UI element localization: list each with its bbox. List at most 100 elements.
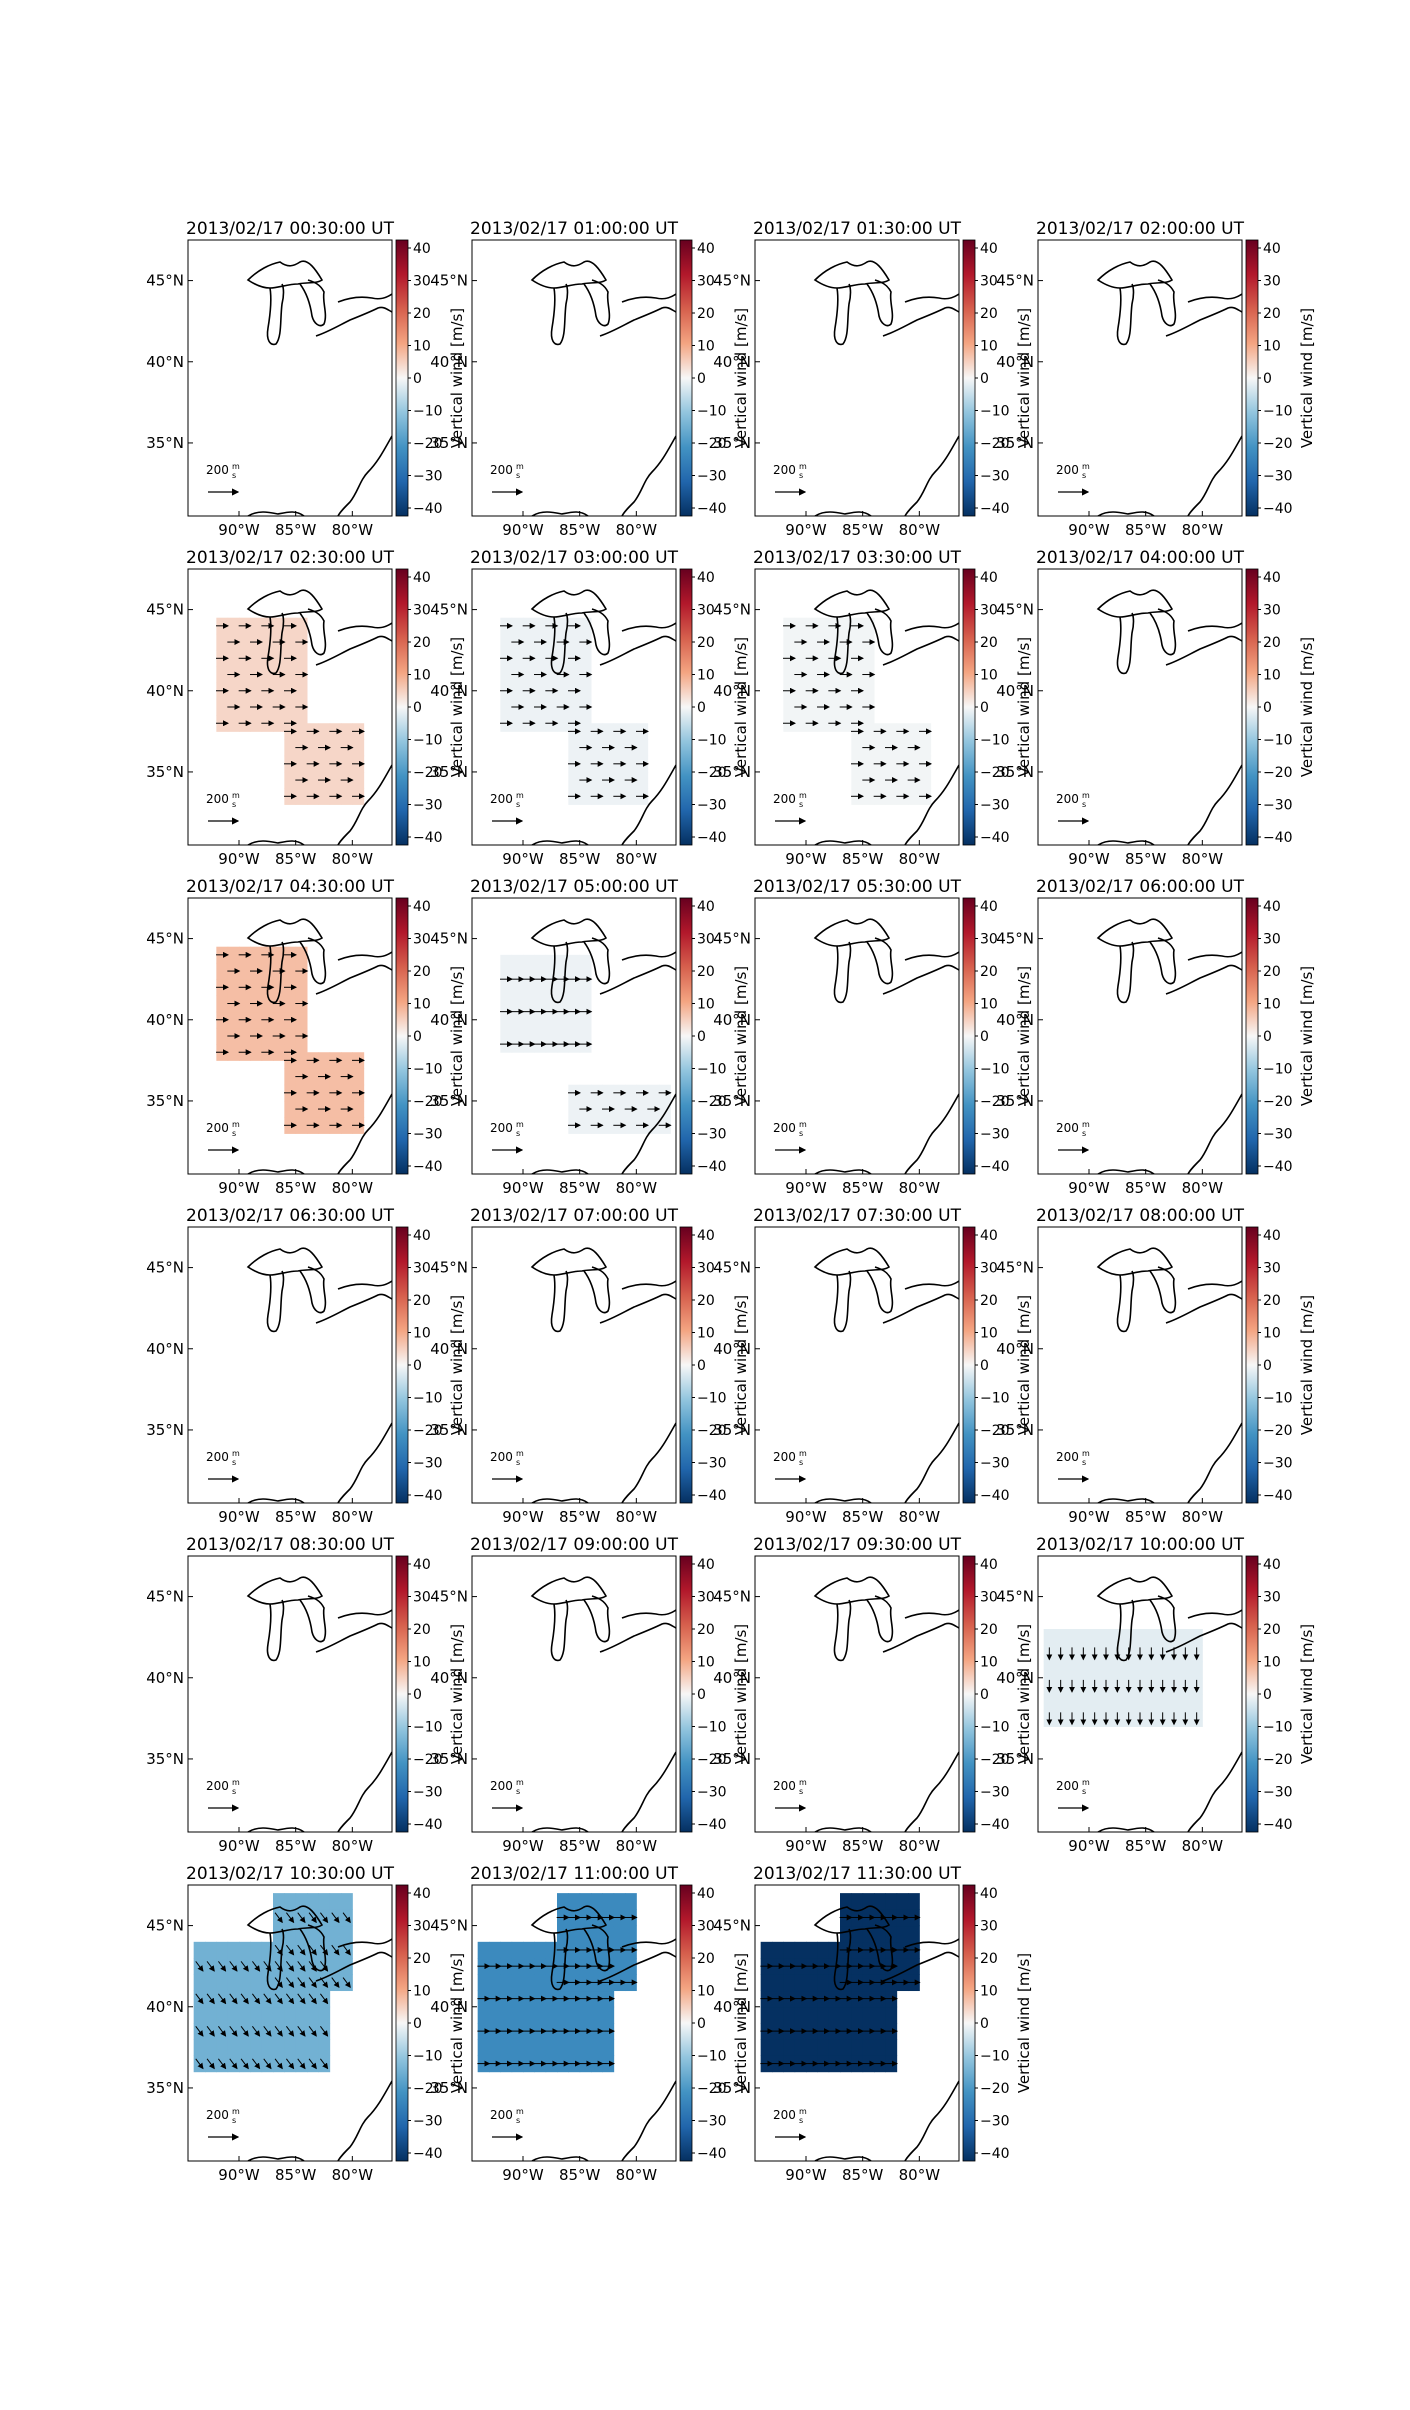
wind-cell <box>817 2039 830 2056</box>
wind-cell <box>568 987 581 1005</box>
ytick-label: 40°N <box>430 1340 468 1358</box>
wind-cell <box>295 2039 308 2056</box>
colorbar-label: Vertical wind [m/s] <box>1298 637 1316 777</box>
colorbar-tick: 40 <box>980 1228 998 1244</box>
wind-cell <box>511 954 524 972</box>
coastline <box>1165 635 1242 666</box>
wind-cell <box>545 633 558 651</box>
panel-title: 2013/02/17 06:00:00 UT <box>1036 877 1245 897</box>
coastline <box>246 918 324 947</box>
wind-cell <box>318 1117 331 1134</box>
colorbar-tick: 30 <box>697 1590 715 1606</box>
xtick-label: 80°W <box>616 1179 658 1197</box>
wind-arrow <box>286 1977 295 1989</box>
colorbar-tick: −20 <box>413 1752 443 1768</box>
wind-cell <box>227 2039 240 2056</box>
wind-arrow <box>308 1912 317 1924</box>
xtick-label: 80°W <box>332 2166 374 2184</box>
map-frame <box>187 1555 393 1833</box>
map-frame <box>471 239 677 517</box>
wind-arrow <box>206 2026 215 2037</box>
coastline <box>813 1576 891 1605</box>
wind-cell <box>227 1011 240 1029</box>
panel-title: 2013/02/17 10:00:00 UT <box>1036 1535 1245 1555</box>
wind-cell <box>602 755 615 773</box>
coastline <box>904 1938 959 1948</box>
wind-cell <box>851 1893 864 1910</box>
wind-cell <box>284 666 297 684</box>
wind-cell <box>828 1941 841 1959</box>
wind-cell <box>273 682 285 700</box>
colorbar-tick: 20 <box>980 306 998 322</box>
colorbar-tick: 0 <box>413 1029 422 1045</box>
wind-arrow <box>286 2058 295 2070</box>
colorbar-tick: 30 <box>980 1590 998 1606</box>
colorbar-label: Vertical wind [m/s] <box>1015 1953 1033 2093</box>
xtick-label: 85°W <box>559 521 601 539</box>
coastline <box>337 951 392 961</box>
wind-cell <box>568 1893 581 1910</box>
coastline <box>246 1247 324 1276</box>
coastline <box>599 1293 676 1324</box>
colorbar-tick: −20 <box>413 1094 443 1110</box>
wind-cell <box>534 987 547 1005</box>
colorbar-tick: 0 <box>980 2016 989 2032</box>
wind-cell <box>1145 1694 1158 1711</box>
colorbar-tick: −30 <box>980 469 1010 485</box>
coastline <box>814 840 872 845</box>
wind-cell <box>1111 1629 1124 1646</box>
wind-cell <box>250 1044 263 1061</box>
wind-cell <box>862 755 875 773</box>
wind-arrow <box>206 1993 215 2005</box>
ytick-label: 40°N <box>146 1340 184 1358</box>
ytick-label: 45°N <box>430 1588 468 1606</box>
ytick-label: 45°N <box>146 1259 184 1277</box>
scale-label: 200 <box>206 2108 229 2122</box>
wind-cell <box>500 987 513 1005</box>
colorbar-tick: −30 <box>413 798 443 814</box>
wind-cell <box>511 715 524 732</box>
wind-cell <box>794 1941 807 1959</box>
wind-cell <box>523 666 535 684</box>
scale-label: 200 <box>490 2108 513 2122</box>
wind-cell <box>341 1052 353 1069</box>
xtick-label: 90°W <box>218 1837 260 1855</box>
colorbar-tick: 20 <box>1263 306 1281 322</box>
wind-cell <box>885 755 898 773</box>
colorbar-tick: 20 <box>413 1293 431 1309</box>
wind-cell <box>500 2039 513 2056</box>
colorbar-tick: 10 <box>980 1326 998 1342</box>
wind-cell <box>352 1100 365 1118</box>
coastline <box>550 1270 569 1333</box>
xtick-label: 90°W <box>502 2166 544 2184</box>
wind-cell <box>318 788 331 805</box>
wind-cell <box>874 2006 886 2024</box>
colorbar <box>962 239 976 517</box>
wind-cell <box>885 723 898 740</box>
colorbar-tick: 0 <box>980 371 989 387</box>
wind-cell <box>760 1974 773 1992</box>
wind-cell <box>579 1893 592 1910</box>
colorbar <box>679 897 693 1175</box>
wind-arrow <box>319 2058 329 2070</box>
colorbar-tick: −40 <box>980 501 1010 517</box>
scale-unit-den: s <box>232 1458 236 1467</box>
wind-cell <box>760 1941 773 1959</box>
coastline <box>833 283 852 346</box>
wind-cell <box>250 2039 263 2056</box>
colorbar-tick: −40 <box>1263 830 1293 846</box>
wind-cell <box>794 617 807 635</box>
xtick-label: 80°W <box>332 850 374 868</box>
wind-cell <box>568 1925 581 1943</box>
wind-arrow <box>274 2058 283 2070</box>
panel-title: 2013/02/17 06:30:00 UT <box>186 1206 395 1226</box>
coastline <box>1187 951 1242 961</box>
coastline <box>813 1247 891 1276</box>
wind-cell <box>806 633 818 651</box>
scale-label: 200 <box>1056 463 1079 477</box>
wind-cell <box>840 2006 852 2024</box>
ytick-label: 35°N <box>430 1421 468 1439</box>
